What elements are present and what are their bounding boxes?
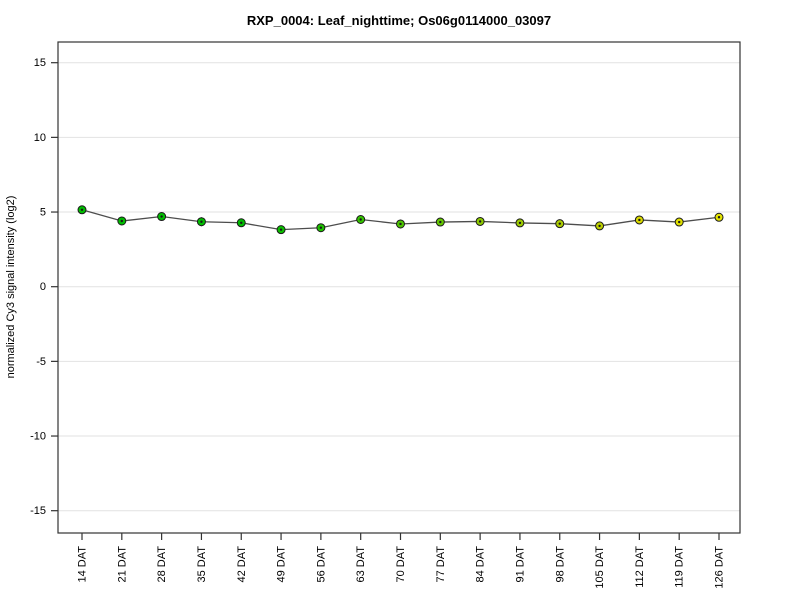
data-point-center (359, 218, 362, 221)
x-tick-label: 49 DAT (276, 546, 288, 583)
y-axis-title: normalized Cy3 signal intensity (log2) (5, 196, 17, 379)
data-point-center (638, 218, 641, 222)
data-point-center (319, 226, 323, 229)
data-point-center (160, 215, 163, 218)
data-point-center (80, 208, 84, 211)
y-tick-label: 10 (34, 132, 46, 144)
x-tick-label: 84 DAT (475, 546, 487, 583)
y-tick-label: 5 (40, 207, 46, 219)
y-tick-label: -5 (36, 356, 46, 368)
x-tick-label: 112 DAT (634, 546, 646, 588)
y-tick-label: 0 (40, 281, 46, 293)
x-tick-label: 70 DAT (395, 546, 407, 583)
data-point-center (279, 228, 283, 231)
x-tick-label: 77 DAT (435, 546, 447, 583)
x-tick-label: 14 DAT (77, 546, 89, 583)
y-tick-label: -15 (30, 505, 46, 517)
data-point-center (717, 216, 721, 219)
data-point-center (200, 220, 203, 223)
x-tick-label: 42 DAT (236, 546, 248, 583)
x-tick-label: 91 DAT (514, 546, 526, 583)
x-tick-label: 21 DAT (116, 546, 128, 583)
x-tick-label: 56 DAT (315, 546, 327, 583)
x-tick-label: 98 DAT (554, 546, 566, 583)
y-tick-label: 15 (34, 57, 46, 69)
data-point-center (598, 224, 601, 228)
data-point-center (439, 220, 442, 224)
x-tick-label: 35 DAT (196, 546, 208, 583)
x-tick-label: 63 DAT (355, 546, 367, 583)
data-point-center (240, 221, 243, 224)
data-point-center (677, 220, 681, 224)
plot-frame (57, 41, 741, 534)
data-point-center (399, 222, 402, 226)
data-point-center (558, 222, 561, 225)
x-tick-label: 105 DAT (594, 546, 606, 589)
plot-area: -15 -10 -5 0 5 10 15 14 DAT 21 DAT 28 DAT 35 DAT 42… (30, 41, 741, 589)
x-tick-label: 126 DAT (714, 546, 726, 589)
x-tick-label: 28 DAT (156, 546, 168, 583)
y-tick-label: -10 (30, 431, 46, 443)
x-tick-label: 119 DAT (674, 546, 686, 588)
chart-title: RXP_0004: Leaf_nighttime; Os06g0114000_0… (247, 13, 551, 28)
data-point-center (478, 220, 482, 223)
data-point-center (518, 221, 522, 225)
data-point-center (120, 219, 124, 223)
